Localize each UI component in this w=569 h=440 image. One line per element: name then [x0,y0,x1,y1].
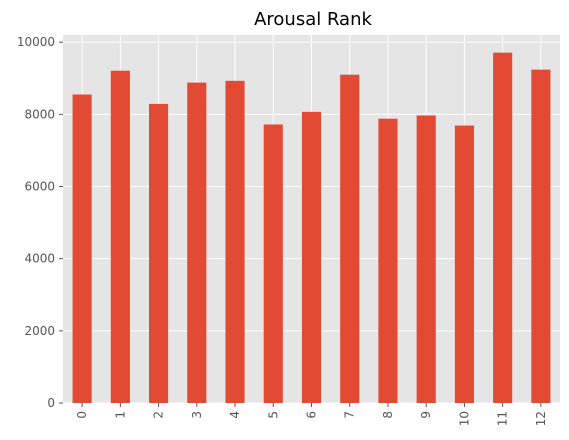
y-tick-label: 2000 [24,324,55,338]
x-tick-label: 10 [457,411,471,426]
chart-title: Arousal Rank [254,9,372,30]
y-tick-label: 4000 [24,252,55,266]
bar-0 [72,94,92,403]
x-tick-label: 3 [190,411,204,419]
x-tick-label: 2 [152,411,166,419]
bar-7 [340,74,360,403]
x-tick-label: 5 [266,411,280,419]
y-tick-label: 0 [47,396,55,410]
x-tick-label: 1 [113,411,127,419]
y-axis: 0 2000 4000 6000 8000 10000 [17,35,63,410]
bar-9 [416,115,436,404]
y-tick-label: 8000 [24,107,55,121]
x-tick-label: 11 [496,411,510,426]
x-axis: 0 1 2 3 4 5 6 7 8 9 10 11 12 [75,403,548,426]
bar-8 [378,118,398,403]
y-tick-label: 6000 [24,180,55,194]
bar-12 [531,69,551,404]
bar-11 [493,52,513,403]
x-tick-label: 9 [419,411,433,419]
x-tick-label: 6 [305,411,319,419]
bar-10 [454,125,474,404]
bar-5 [263,124,283,403]
x-tick-label: 0 [75,411,89,419]
bar-3 [187,82,207,403]
bar-4 [225,80,245,403]
x-tick-label: 7 [343,411,357,419]
y-tick-label: 10000 [17,35,55,49]
x-tick-label: 12 [534,411,548,426]
x-tick-label: 4 [228,411,242,419]
bar-6 [301,111,322,404]
bars [72,52,551,404]
bar-1 [110,70,130,403]
x-tick-label: 8 [381,411,395,419]
bar-2 [149,103,169,404]
